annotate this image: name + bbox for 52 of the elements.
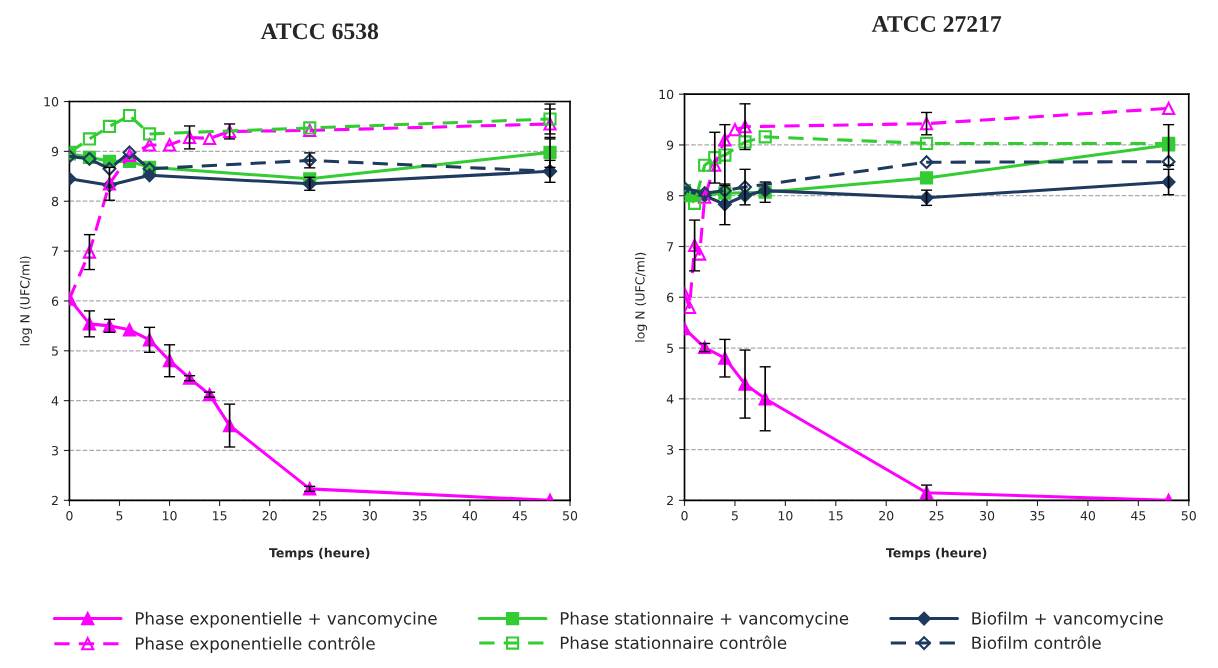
y-tick-label: 3 (667, 445, 674, 455)
x-tick-label: 10 (162, 510, 177, 521)
x-tick-label: 30 (980, 510, 995, 521)
x-tick-label: 40 (1080, 510, 1096, 521)
x-tick-label: 15 (213, 511, 227, 521)
x-axis-title: Temps (heure) (269, 547, 370, 560)
legend-label: Phase exponentielle contrôle (135, 636, 375, 653)
y-tick-label: 8 (51, 196, 59, 207)
x-tick-label: 0 (681, 510, 688, 521)
y-tick-label: 7 (52, 246, 58, 256)
x-tick-label: 35 (1030, 510, 1045, 521)
x-tick-label: 10 (778, 510, 793, 521)
x-tick-label: 45 (512, 511, 527, 521)
x-tick-label: 15 (829, 511, 843, 521)
y-tick-label: 3 (52, 445, 59, 456)
legend-label: Phase stationnaire contrôle (560, 635, 787, 650)
legend-label: Phase stationnaire + vancomycine (560, 611, 849, 628)
chart-title: ATCC 27217 (871, 16, 1002, 32)
y-tick-label: 6 (51, 296, 59, 306)
x-tick-label: 40 (462, 510, 478, 521)
x-tick-label: 20 (262, 510, 277, 521)
y-tick-label: 4 (51, 396, 59, 406)
x-tick-label: 45 (1131, 511, 1146, 521)
legend-label: Phase exponentielle + vancomycine (135, 611, 437, 628)
x-tick-label: 25 (929, 510, 944, 521)
y-tick-label: 2 (667, 495, 673, 506)
y-tick-label: 8 (666, 191, 674, 201)
y-tick-label: 9 (51, 146, 59, 157)
x-tick-label: 25 (312, 510, 327, 521)
x-tick-label: 5 (116, 511, 123, 521)
y-tick-label: 5 (52, 346, 58, 356)
x-tick-label: 0 (66, 510, 73, 521)
y-tick-label: 10 (659, 89, 674, 100)
x-tick-label: 20 (879, 510, 894, 521)
y-tick-label: 7 (667, 242, 674, 252)
x-tick-label: 50 (1181, 510, 1196, 521)
y-tick-label: 10 (44, 97, 59, 107)
legend-label: Biofilm contrôle (972, 635, 1101, 650)
x-tick-label: 30 (362, 510, 377, 521)
legend-label: Biofilm + vancomycine (972, 611, 1163, 628)
x-tick-label: 5 (731, 511, 738, 521)
y-axis-title: log N (UFC/ml) (19, 256, 32, 346)
y-tick-label: 5 (667, 343, 674, 353)
y-tick-label: 2 (51, 495, 58, 506)
chart-title: ATCC 6538 (260, 23, 379, 40)
y-tick-label: 6 (667, 292, 674, 303)
x-tick-label: 50 (563, 510, 578, 521)
x-axis-title: Temps (heure) (885, 547, 987, 560)
y-tick-label: 4 (666, 394, 674, 404)
y-tick-label: 9 (666, 140, 674, 150)
y-axis-title: log N (UFC/ml) (634, 252, 648, 342)
x-tick-label: 35 (412, 510, 427, 521)
